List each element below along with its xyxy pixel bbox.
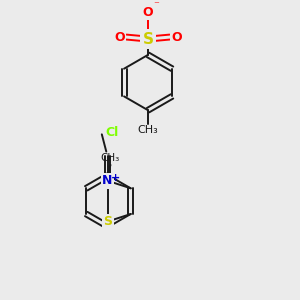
Text: Cl: Cl (106, 126, 119, 139)
Text: +: + (111, 173, 120, 183)
Text: CH₃: CH₃ (101, 153, 120, 163)
Text: S: S (142, 32, 154, 46)
Text: O: O (143, 6, 153, 19)
Text: O: O (171, 31, 182, 44)
Text: N: N (102, 174, 113, 187)
Text: ⁻: ⁻ (153, 0, 159, 11)
Text: S: S (103, 215, 112, 228)
Text: O: O (114, 31, 125, 44)
Text: CH₃: CH₃ (138, 125, 158, 135)
